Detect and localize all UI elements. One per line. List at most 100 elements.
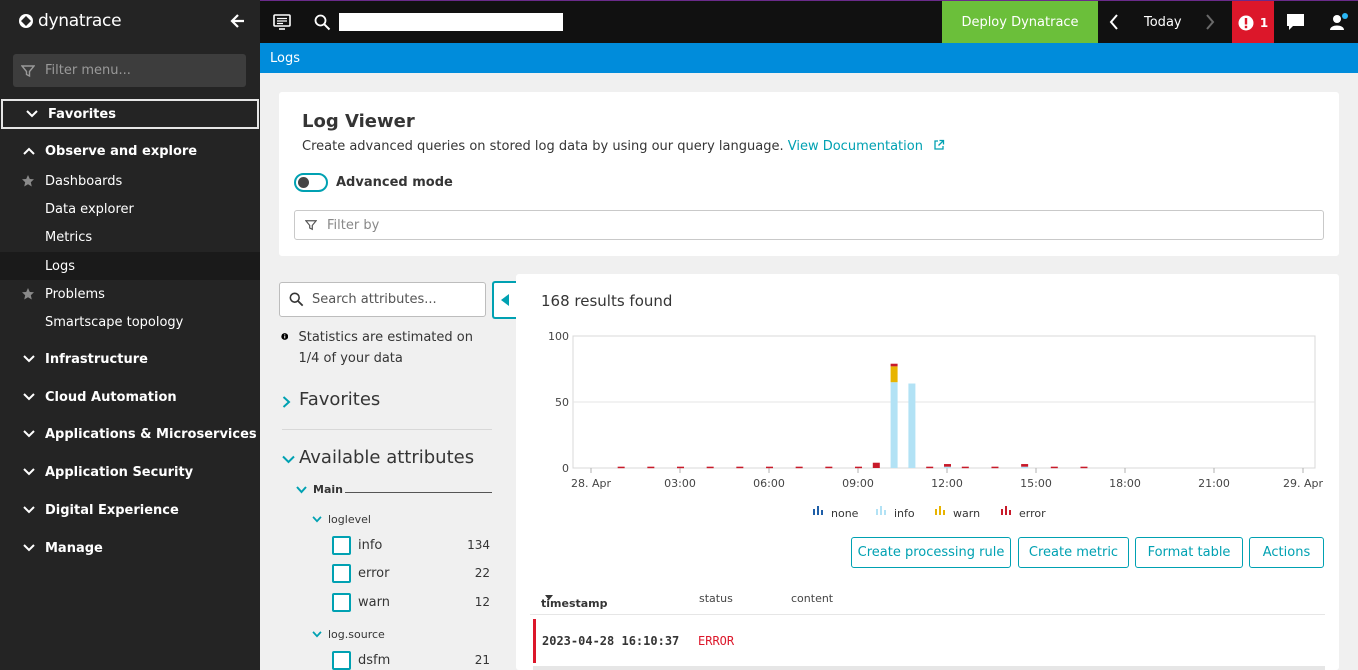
- sidebar-item-problems[interactable]: Problems: [0, 280, 260, 308]
- chevron-down-icon: [296, 485, 307, 493]
- legend-swatch: [876, 509, 878, 515]
- brand[interactable]: dynatrace: [18, 11, 122, 31]
- attribute-row-info: info 134: [332, 535, 492, 555]
- table-header: timestamp status content: [530, 587, 1325, 615]
- collapse-panel-button[interactable]: [492, 281, 516, 319]
- sidebar-section-digital-experience[interactable]: Digital Experience: [0, 496, 260, 524]
- column-header-timestamp[interactable]: timestamp: [541, 592, 608, 610]
- legend-swatch: [943, 510, 945, 515]
- sidebar-section-cloud-automation[interactable]: Cloud Automation: [0, 383, 260, 411]
- chat-icon[interactable]: [1286, 13, 1305, 31]
- legend-swatch: [939, 506, 941, 515]
- filter-menu-input[interactable]: Filter menu...: [13, 54, 246, 87]
- loglevel-group-header[interactable]: loglevel: [312, 513, 371, 526]
- star-icon[interactable]: [21, 287, 35, 301]
- button-label: Actions: [1262, 545, 1311, 560]
- sidebar-item-data-explorer[interactable]: Data explorer: [0, 195, 260, 223]
- attribute-value-label: warn: [358, 594, 390, 610]
- legend-label: info: [894, 507, 915, 520]
- table-row: [533, 666, 1325, 670]
- global-search-input[interactable]: [339, 13, 563, 31]
- available-attributes-header[interactable]: Available attributes: [282, 447, 474, 468]
- user-icon[interactable]: [1329, 12, 1349, 32]
- chevron-up-icon: [22, 147, 36, 155]
- log-source-group-header[interactable]: log.source: [312, 628, 385, 641]
- sidebar: dynatrace Filter menu... Favorites Obser…: [0, 0, 260, 670]
- legend-item-info[interactable]: info: [876, 506, 915, 520]
- sort-descending-icon: [545, 595, 553, 600]
- filter-icon: [21, 64, 35, 77]
- format-table-button[interactable]: Format table: [1135, 537, 1243, 568]
- menu-icon[interactable]: [273, 14, 291, 30]
- checkbox[interactable]: [332, 592, 351, 612]
- divider: [282, 429, 492, 430]
- sidebar-section-applications[interactable]: Applications & Microservices: [0, 420, 260, 448]
- top-bar: Deploy Dynatrace Today 1: [260, 0, 1358, 44]
- attribute-row-error: error 22: [332, 563, 492, 583]
- column-header-content[interactable]: content: [791, 592, 834, 605]
- create-processing-rule-button[interactable]: Create processing rule: [851, 537, 1011, 568]
- search-attributes-input[interactable]: Search attributes...: [279, 282, 486, 317]
- legend-label: none: [831, 507, 859, 520]
- bar-error: [872, 462, 880, 468]
- y-tick-label: 50: [555, 396, 569, 409]
- table-row[interactable]: 2023-04-28 16:10:37 ERROR: [533, 619, 1325, 663]
- chevron-left-icon[interactable]: [1109, 14, 1119, 30]
- legend-swatch: [884, 510, 886, 515]
- main-group-header[interactable]: Main: [296, 483, 343, 496]
- problems-alert-button[interactable]: 1: [1232, 1, 1274, 44]
- sidebar-section-label: Digital Experience: [45, 502, 179, 518]
- legend-item-none[interactable]: none: [813, 506, 859, 520]
- sidebar-section-observe[interactable]: Observe and explore: [0, 137, 260, 165]
- sidebar-item-dashboards[interactable]: Dashboards: [0, 167, 260, 195]
- x-tick-label: 15:00: [1020, 477, 1052, 490]
- filter-by-placeholder: Filter by: [327, 217, 380, 233]
- sidebar-section-infrastructure[interactable]: Infrastructure: [0, 345, 260, 373]
- bar-error: [1021, 464, 1029, 467]
- checkbox[interactable]: [332, 563, 351, 583]
- legend-label: warn: [953, 507, 980, 520]
- sidebar-section-app-security[interactable]: Application Security: [0, 458, 260, 486]
- sidebar-favorites[interactable]: Favorites: [1, 99, 259, 129]
- doc-link-label: View Documentation: [787, 139, 923, 154]
- deploy-dynatrace-button[interactable]: Deploy Dynatrace: [942, 1, 1098, 44]
- brand-name: dynatrace: [38, 11, 122, 31]
- legend-item-error[interactable]: error: [1001, 506, 1046, 520]
- chevron-down-icon: [22, 430, 36, 438]
- sidebar-item-logs[interactable]: Logs: [0, 252, 260, 280]
- column-header-status[interactable]: status: [699, 592, 733, 605]
- button-label: Create metric: [1028, 545, 1119, 560]
- bar-error: [890, 363, 898, 367]
- checkbox[interactable]: [332, 650, 351, 670]
- search-icon[interactable]: [314, 14, 331, 31]
- bar-error: [677, 466, 684, 469]
- chevron-right-icon[interactable]: [1205, 14, 1215, 30]
- x-tick-label: 18:00: [1109, 477, 1141, 490]
- sidebar-item-metrics[interactable]: Metrics: [0, 223, 260, 251]
- log-histogram-chart: 28. Apr 03:00 06:00 09:00 12:00 15:00 18:00 21:…: [548, 330, 1323, 520]
- bar-error: [706, 466, 714, 469]
- create-metric-button[interactable]: Create metric: [1018, 537, 1129, 568]
- checkbox[interactable]: [332, 535, 351, 555]
- actions-button[interactable]: Actions: [1249, 537, 1324, 568]
- advanced-mode-toggle[interactable]: [294, 173, 328, 192]
- favorites-header-label: Favorites: [299, 389, 381, 410]
- sidebar-section-label: Cloud Automation: [45, 389, 177, 405]
- chevron-down-icon: [312, 631, 322, 638]
- sidebar-section-manage[interactable]: Manage: [0, 534, 260, 562]
- sidebar-section-label: Applications & Microservices: [45, 426, 257, 442]
- view-documentation-link[interactable]: View Documentation: [788, 139, 945, 154]
- legend-item-warn[interactable]: warn: [935, 506, 980, 520]
- bar-error: [766, 466, 773, 469]
- collapse-sidebar-icon[interactable]: [230, 12, 246, 30]
- sidebar-item-smartscape[interactable]: Smartscape topology: [0, 308, 260, 336]
- timeframe-selector[interactable]: Today: [1144, 15, 1182, 30]
- sidebar-section-label: Application Security: [45, 464, 194, 480]
- star-icon[interactable]: [21, 174, 35, 188]
- filter-by-input[interactable]: Filter by: [294, 210, 1324, 240]
- breadcrumb-logs[interactable]: Logs: [270, 50, 300, 66]
- description-text: Create advanced queries on stored log da…: [302, 139, 784, 154]
- attributes-favorites-header[interactable]: Favorites: [282, 389, 380, 410]
- y-tick-label: 100: [548, 330, 569, 343]
- legend-label: error: [1019, 507, 1046, 520]
